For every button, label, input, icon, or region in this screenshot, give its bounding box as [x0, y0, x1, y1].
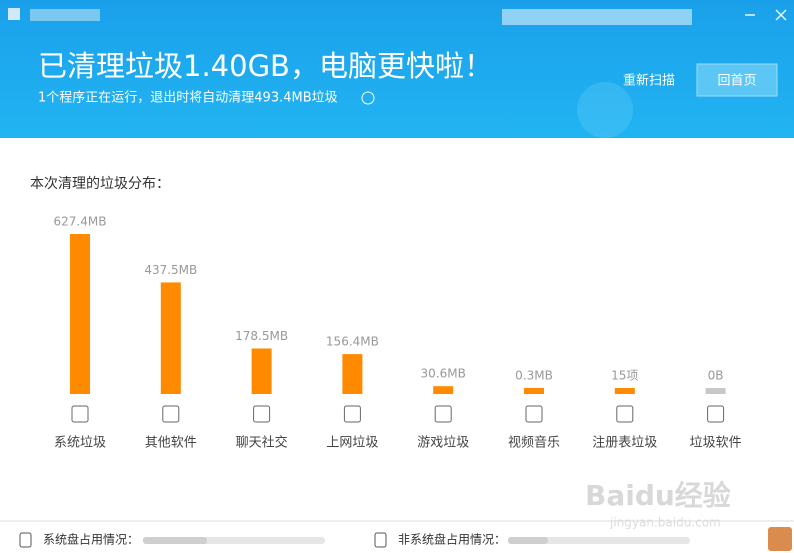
account-blur — [502, 9, 692, 25]
value-label: 0.3MB — [515, 369, 553, 383]
other-disk-label: 非系统盘占用情况： — [398, 532, 506, 547]
category-label: 其他软件 — [145, 436, 197, 451]
bar — [70, 234, 90, 394]
bar — [160, 282, 181, 394]
other-disk-bar — [508, 537, 690, 544]
category-label: 上网垃圾 — [326, 436, 378, 451]
watermark-brand: Baidu经验 — [585, 479, 731, 512]
category-icon — [162, 405, 180, 423]
bar — [342, 354, 363, 394]
category-icon — [253, 405, 271, 423]
category-icon — [707, 405, 725, 423]
bar — [614, 388, 635, 394]
other-disk-fill — [508, 537, 548, 544]
bar — [705, 388, 726, 394]
disk-icon — [374, 532, 387, 548]
category-label: 视频音乐 — [508, 435, 560, 451]
disk-icon — [19, 532, 32, 548]
system-disk-fill — [143, 537, 207, 544]
category-icon — [616, 405, 634, 423]
decor — [577, 82, 633, 138]
bar — [433, 386, 454, 394]
value-label: 178.5MB — [235, 329, 288, 343]
value-label: 0B — [708, 369, 724, 383]
category-label: 系统垃圾 — [54, 436, 106, 451]
box-icon[interactable] — [768, 527, 792, 551]
result-title: 已清理垃圾1.40GB，电脑更快啦！ — [38, 49, 493, 83]
home-button-label[interactable]: 回首页 — [717, 74, 756, 89]
value-label: 15项 — [611, 369, 638, 383]
category-label: 注册表垃圾 — [592, 436, 657, 451]
value-label: 627.4MB — [54, 215, 107, 229]
window-controls[interactable] — [745, 9, 787, 21]
chart-title: 本次清理的垃圾分布： — [30, 176, 170, 192]
value-label: 437.5MB — [144, 263, 197, 277]
category-label: 聊天社交 — [236, 435, 288, 451]
category-label: 垃圾软件 — [690, 436, 742, 451]
bar — [524, 388, 544, 394]
app-name-blur — [30, 9, 100, 21]
rescan-link[interactable]: 重新扫描 — [623, 73, 675, 89]
watermark-url: jingyan.baidu.com — [609, 516, 721, 530]
logo — [8, 8, 20, 20]
category-label: 游戏垃圾 — [417, 436, 469, 451]
category-icon — [434, 405, 452, 423]
system-disk-label: 系统盘占用情况： — [43, 532, 139, 547]
category-icon — [525, 405, 543, 423]
bar — [251, 348, 272, 394]
value-label: 30.6MB — [421, 367, 466, 381]
category-icon — [71, 405, 89, 423]
home-button[interactable] — [696, 63, 778, 97]
value-label: 156.4MB — [326, 335, 379, 349]
category-icon — [343, 405, 361, 423]
result-subtitle: 1个程序正在运行，退出时将自动清理493.4MB垃圾 — [38, 91, 338, 106]
info-icon[interactable] — [361, 91, 375, 105]
